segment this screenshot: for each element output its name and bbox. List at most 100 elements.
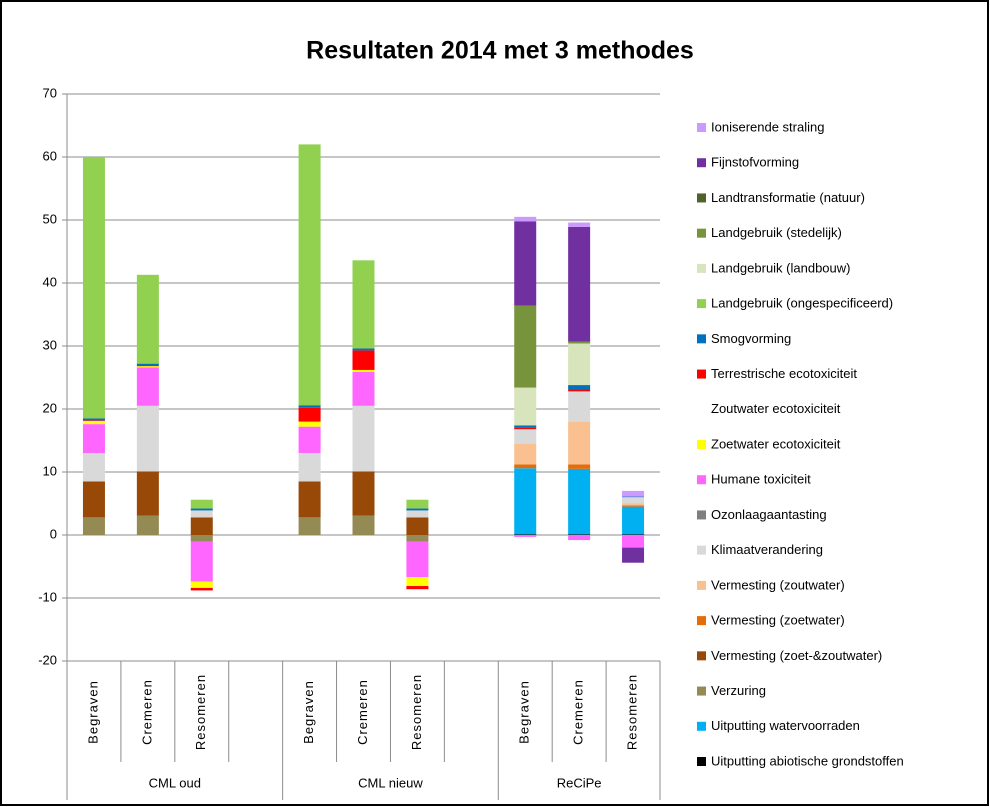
legend-swatch (697, 334, 706, 344)
bar-segment (190, 499, 213, 509)
bar-segment (568, 391, 591, 422)
bar-segment (136, 515, 159, 535)
bar-segment (352, 260, 375, 349)
x-tick-label: Begraven (517, 680, 532, 744)
bar-segment (514, 468, 537, 535)
bar-segment (136, 365, 159, 367)
bar-segment (514, 464, 537, 469)
bar-segment (136, 471, 159, 516)
bar-segment (82, 420, 105, 425)
y-tick-label: 0 (50, 526, 57, 541)
bar-segment (514, 429, 537, 444)
bar-segment (82, 420, 105, 421)
bar-segment (568, 421, 591, 465)
x-tick-label: Resomeren (409, 674, 424, 750)
legend-swatch (697, 686, 706, 696)
x-tick-label: Begraven (85, 680, 100, 744)
legend-swatch (697, 123, 706, 132)
bar-segment (406, 510, 429, 518)
bar-segment (406, 517, 429, 535)
legend-swatch (697, 510, 706, 520)
x-tick-label: Resomeren (193, 674, 208, 750)
legend-label: Landgebruik (landbouw) (711, 260, 850, 275)
bar-segment (568, 535, 591, 541)
bar-segment (190, 541, 213, 582)
bar-segment (568, 385, 591, 390)
legend-swatch (697, 651, 706, 661)
chart-title: Resultaten 2014 met 3 methodes (306, 37, 694, 65)
legend-swatch (697, 545, 706, 555)
legend-swatch (697, 158, 706, 168)
bar-segment (298, 144, 321, 406)
bar-segment (568, 222, 591, 227)
legend-label: Landgebruik (ongespecificeerd) (711, 296, 893, 311)
bar-segment (298, 421, 321, 427)
x-tick-label: Cremeren (571, 679, 586, 745)
bar-segment (514, 216, 537, 222)
legend-swatch (697, 440, 706, 449)
legend-label: Zoetwater ecotoxiciteit (711, 436, 841, 451)
bar-segment (622, 534, 645, 535)
bar-segment (622, 496, 645, 498)
bar-segment (352, 515, 375, 535)
bar-segment (568, 341, 591, 344)
group-label: CML nieuw (358, 775, 423, 790)
group-label: CML oud (149, 775, 201, 790)
bar-segment (82, 157, 105, 419)
legend-swatch (697, 299, 706, 309)
x-tick-label: Begraven (301, 680, 316, 744)
legend-swatch (697, 404, 706, 414)
bar-segment (136, 367, 159, 406)
bar-segment (190, 510, 213, 518)
bar-segment (298, 407, 321, 422)
group-label: ReCiPe (557, 775, 602, 790)
legend-label: Ioniserende straling (711, 119, 824, 134)
bar-segment (514, 535, 537, 537)
bar-segment (136, 405, 159, 472)
bar-segment (568, 343, 591, 386)
bar-segment (298, 481, 321, 518)
legend-label: Smogvorming (711, 331, 791, 346)
bar-segment (406, 541, 429, 578)
bar-segment (622, 490, 645, 497)
legend-label: Zoutwater ecotoxiciteit (711, 401, 841, 416)
bar-segment (622, 547, 645, 563)
legend-label: Humane toxiciteit (711, 472, 811, 487)
legend-label: Vermesting (zoutwater) (711, 577, 845, 592)
bar-segment (406, 499, 429, 509)
bar-segment (352, 369, 375, 372)
bar-segment (82, 418, 105, 421)
legend-label: Uitputting watervoorraden (711, 718, 860, 733)
bar-segment (190, 541, 213, 542)
bar-segment (298, 517, 321, 535)
bar-segment (514, 305, 537, 388)
bar-segment (190, 535, 213, 542)
y-tick-label: 70 (43, 85, 57, 100)
bar-segment (190, 587, 213, 591)
bar-segment (622, 506, 645, 535)
bar-segment (82, 481, 105, 518)
legend-swatch (697, 263, 706, 273)
legend-swatch (697, 475, 706, 485)
legend-label: Vermesting (zoetwater) (711, 613, 845, 628)
bar-segment (514, 534, 537, 535)
bar-segment (406, 541, 429, 542)
y-tick-label: 40 (43, 274, 57, 289)
bar-segment (136, 366, 159, 368)
bar-segment (298, 453, 321, 482)
bar-segment (568, 468, 591, 535)
bar-segment (514, 443, 537, 465)
bar-segment (622, 535, 645, 548)
bar-segment (568, 389, 591, 392)
legend-label: Fijnstofvorming (711, 155, 799, 170)
bar-segment (622, 503, 645, 506)
bar-segment (190, 508, 213, 511)
bar-segment (568, 226, 591, 342)
bar-segment (82, 424, 105, 454)
legend-label: Ozonlaagaantasting (711, 507, 827, 522)
bar-segment (406, 535, 429, 542)
bar-segment (622, 505, 645, 507)
y-tick-label: -10 (38, 589, 57, 604)
